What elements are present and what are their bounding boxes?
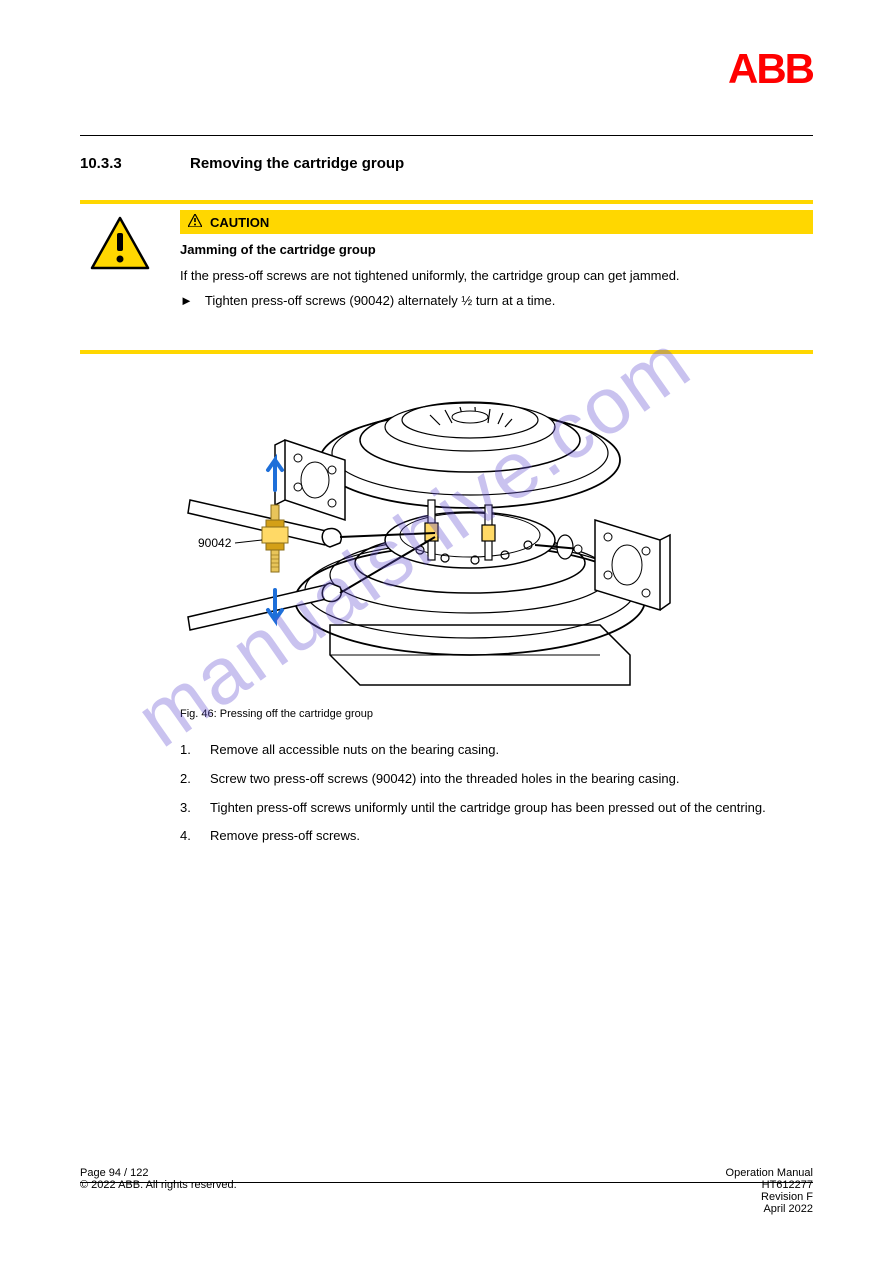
brand-logo: ABB — [728, 45, 813, 93]
caution-label: CAUTION — [210, 215, 269, 230]
figure-caption-text: Pressing off the cartridge group — [220, 708, 373, 720]
section-number: 10.3.3 — [80, 155, 122, 172]
instruction-step: Remove press-off screws. — [180, 826, 813, 847]
footer-right: Operation Manual HT612277 Revision F Apr… — [726, 1167, 813, 1215]
doc-number: HT612277 — [726, 1179, 813, 1191]
instruction-step: Remove all accessible nuts on the bearin… — [180, 740, 813, 761]
doc-date: April 2022 — [726, 1203, 813, 1215]
logo-text: ABB — [728, 45, 813, 92]
instruction-list: Remove all accessible nuts on the bearin… — [180, 740, 813, 855]
bullet-marker: ► — [180, 291, 193, 311]
technical-figure: 90042 — [180, 365, 700, 695]
header-divider — [80, 135, 813, 136]
caution-bar-bottom — [80, 350, 813, 354]
caution-header-bar: CAUTION — [180, 210, 813, 234]
figure-number: Fig. 46: — [180, 708, 217, 720]
instruction-step: Screw two press-off screws (90042) into … — [180, 769, 813, 790]
doc-type: Operation Manual — [726, 1167, 813, 1179]
caution-bullet: ► Tighten press-off screws (90042) alter… — [180, 291, 813, 311]
caution-bar-top — [80, 200, 813, 204]
page-footer: Page 94 / 122 © 2022 ABB. All rights res… — [80, 1167, 813, 1215]
caution-heading: Jamming of the cartridge group — [180, 240, 813, 260]
instruction-step: Tighten press-off screws uniformly until… — [180, 798, 813, 819]
caution-small-icon — [188, 214, 202, 230]
doc-revision: Revision F — [726, 1191, 813, 1203]
copyright: © 2022 ABB. All rights reserved. — [80, 1179, 237, 1191]
caution-bullet-text: Tighten press-off screws (90042) alterna… — [205, 291, 555, 311]
footer-left: Page 94 / 122 © 2022 ABB. All rights res… — [80, 1167, 237, 1215]
section-title: Removing the cartridge group — [190, 155, 404, 172]
caution-text-block: Jamming of the cartridge group If the pr… — [180, 240, 813, 311]
figure-callout-label: 90042 — [198, 536, 232, 550]
warning-triangle-icon — [90, 216, 150, 271]
figure-caption: Fig. 46: Pressing off the cartridge grou… — [180, 708, 373, 720]
caution-body: If the press-off screws are not tightene… — [180, 266, 813, 286]
page-number: Page 94 / 122 — [80, 1167, 237, 1179]
